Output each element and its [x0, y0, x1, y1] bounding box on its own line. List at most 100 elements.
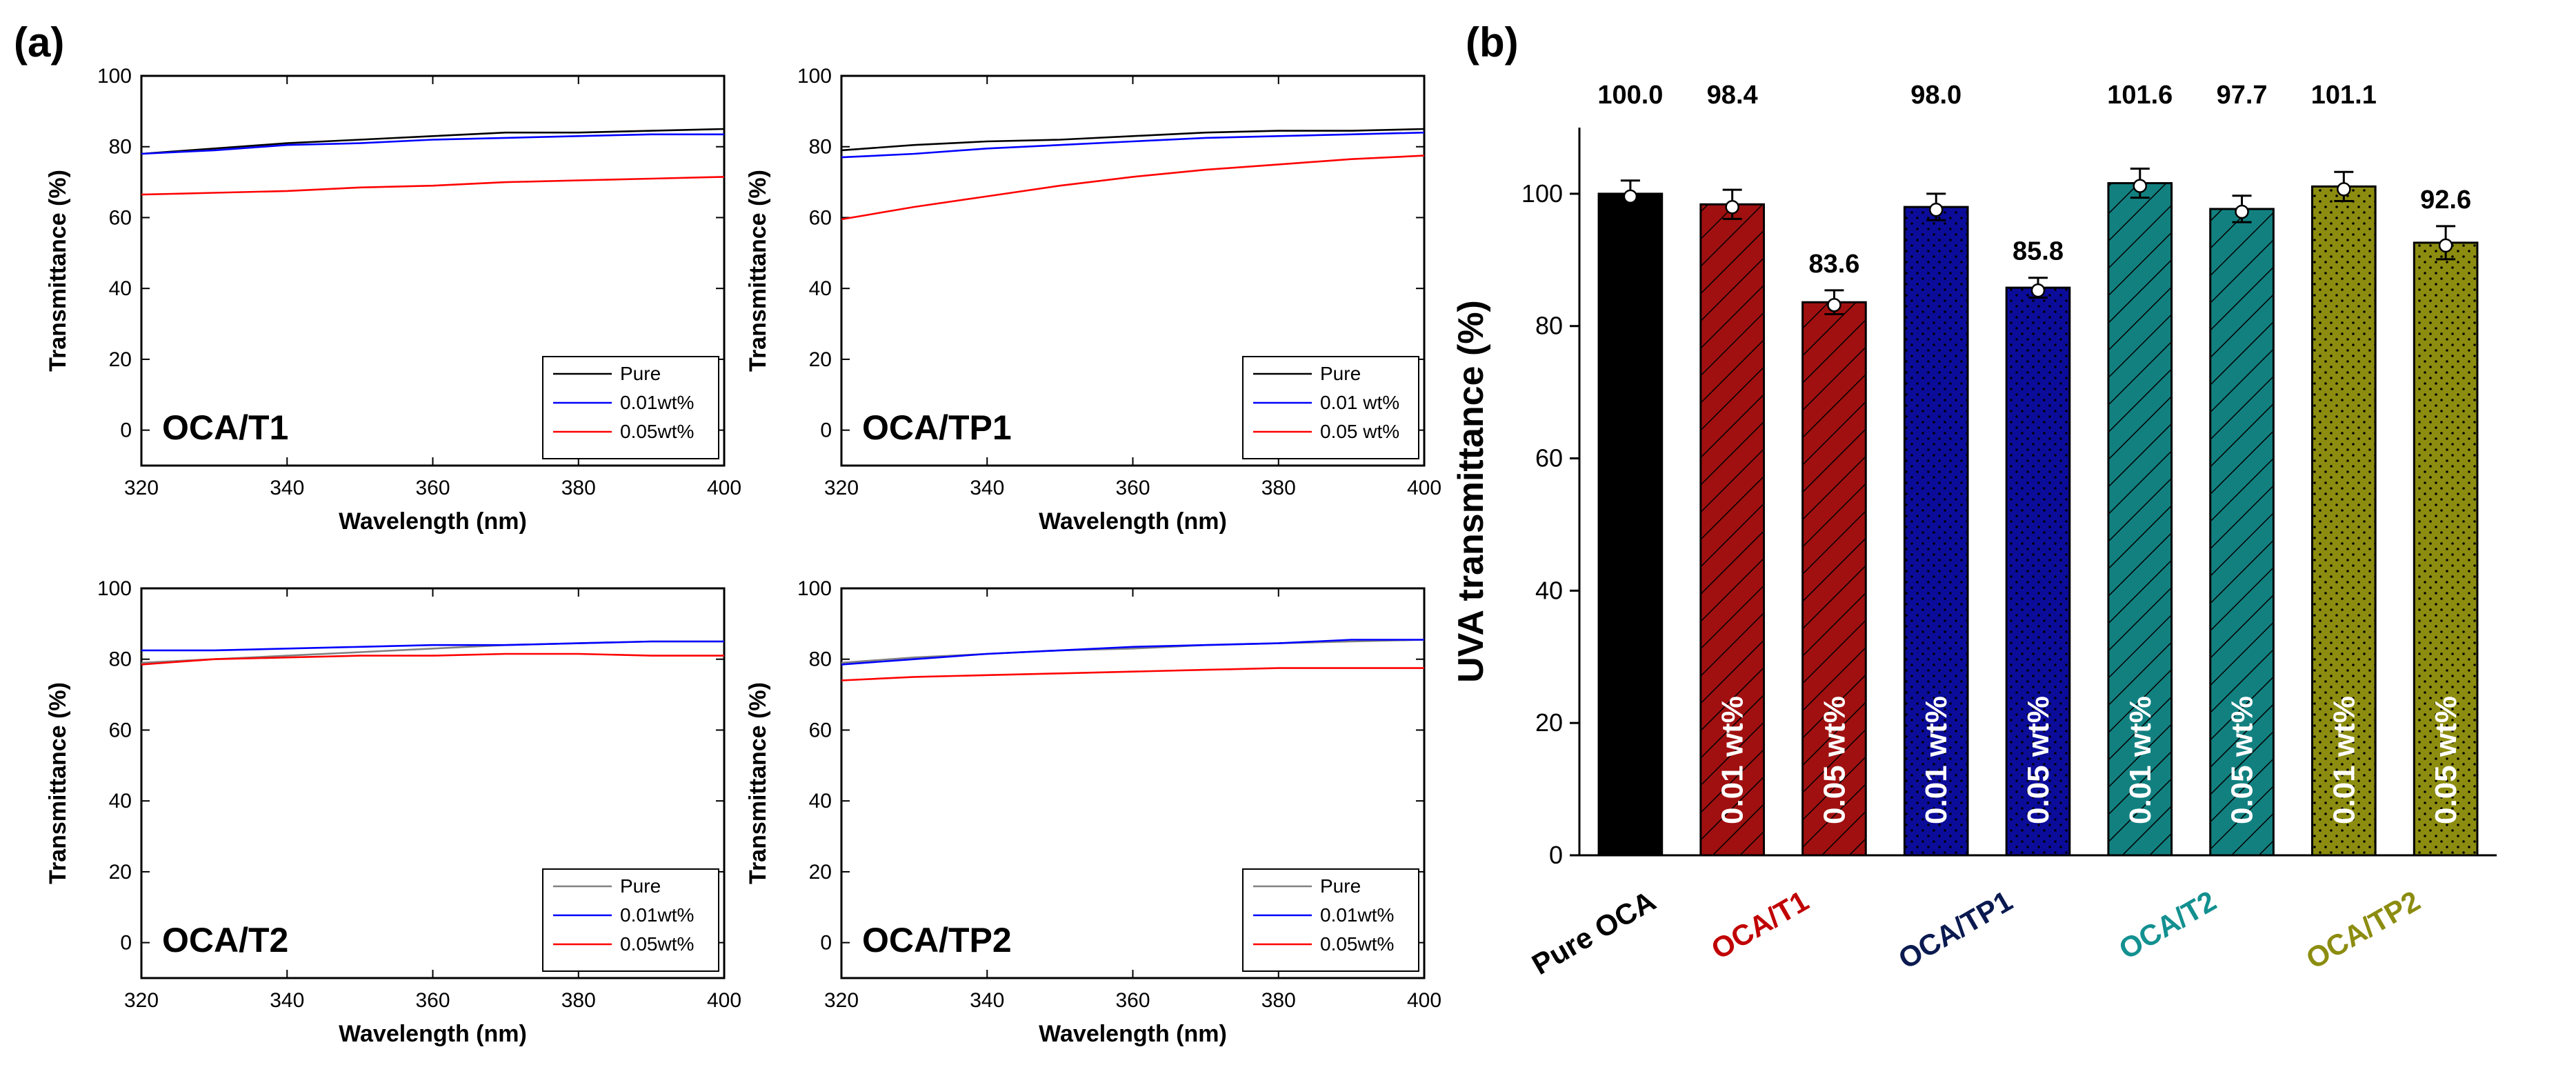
- x-tick-label: 320: [124, 477, 159, 499]
- value-label: 83.6: [1808, 250, 1859, 279]
- y-axis-title: Transmittance (%): [45, 682, 71, 884]
- mean-marker: [1623, 189, 1638, 204]
- y-tick-label: 100: [97, 577, 132, 600]
- legend-entry: Pure: [620, 363, 661, 384]
- legend: Pure 0.01wt% 0.05wt%: [542, 868, 719, 972]
- panel-label-b: (b): [1466, 19, 1519, 66]
- bar-inner-label: 0.05 wt%: [2226, 696, 2259, 824]
- series-line-0-05wt: [141, 176, 725, 196]
- legend-entry: 0.05wt%: [620, 421, 694, 442]
- y-tick-label: 100: [797, 577, 832, 600]
- series-line-0-05wt: [141, 652, 724, 666]
- bar-pattern: [1904, 207, 1968, 855]
- x-axis-title: Wavelength (nm): [1039, 1021, 1227, 1047]
- y-tick-label: 60: [1535, 444, 1563, 472]
- series-line-pure: [841, 639, 1425, 664]
- bar-pattern: [2414, 242, 2477, 855]
- panel-title: OCA/TP1: [862, 408, 1012, 447]
- legend-entry: 0.01 wt%: [1320, 392, 1399, 413]
- series-line-0-01-wt: [841, 131, 1425, 159]
- y-tick-label: 0: [120, 419, 132, 442]
- series-line-0-01wt: [141, 640, 724, 652]
- mean-marker: [2030, 283, 2046, 298]
- series-line-0-01wt: [841, 639, 1424, 666]
- bar-inner-label: 0.01 wt%: [2124, 696, 2157, 824]
- y-axis-title: Transmittance (%): [745, 682, 771, 884]
- panel-title: OCA/T1: [162, 408, 288, 447]
- bar-group: 98.0 0.01 wt%: [1903, 81, 1969, 857]
- bar-pattern: [2312, 186, 2376, 855]
- line-panel-oca-tp2: 0 20 40 60 80 100 320 340 360 380 400 Wavelength (n…: [745, 577, 1441, 1047]
- y-tick-label: 100: [97, 65, 132, 88]
- category-label-pure-oca: Pure OCA: [1526, 884, 1661, 981]
- y-tick-label: 0: [120, 932, 132, 955]
- y-axis-title: Transmittance (%): [745, 170, 771, 372]
- x-axis-title: Wavelength (nm): [339, 508, 527, 535]
- y-tick-label: 40: [809, 277, 832, 300]
- y-tick-label: 20: [809, 348, 832, 371]
- bar-pattern: [2108, 183, 2172, 856]
- legend: Pure 0.01 wt% 0.05 wt%: [1242, 356, 1419, 459]
- legend-entry: 0.05 wt%: [1320, 421, 1399, 442]
- mean-marker: [2438, 238, 2453, 253]
- x-tick-label: 360: [415, 989, 450, 1012]
- y-tick-label: 60: [109, 719, 132, 741]
- line-panel-oca-t1: 0 20 40 60 80 100 320 340 360 380 400 Wavelength (n…: [45, 65, 741, 535]
- value-label: 98.0: [1910, 81, 1961, 110]
- y-tick-label: 0: [820, 932, 832, 955]
- y-tick-label: 60: [809, 206, 832, 229]
- y-tick-label: 20: [809, 861, 832, 884]
- line-panel-oca-tp1: 0 20 40 60 80 100 320 340 360 380 400 Wavelength (n…: [745, 65, 1441, 535]
- value-label: 92.6: [2420, 186, 2471, 215]
- y-tick-label: 40: [109, 790, 132, 813]
- y-tick-label: 40: [109, 277, 132, 300]
- legend: Pure 0.01wt% 0.05wt%: [542, 356, 719, 459]
- y-tick-label: 60: [109, 206, 132, 229]
- y-tick-label: 80: [809, 136, 832, 159]
- category-label-oca-t1: OCA/T1: [1706, 884, 1814, 966]
- bar-inner-label: 0.05 wt%: [2429, 696, 2463, 824]
- mean-marker: [2337, 182, 2351, 197]
- legend-entry: Pure: [620, 875, 661, 897]
- x-tick-label: 380: [1261, 477, 1296, 499]
- y-tick-label: 100: [1521, 179, 1563, 208]
- mean-marker: [1827, 297, 1841, 312]
- x-tick-label: 360: [415, 477, 450, 499]
- bar-group: 85.8 0.05 wt%: [2005, 237, 2071, 857]
- y-tick-label: 40: [809, 790, 832, 813]
- mean-marker: [1725, 200, 1739, 215]
- value-label: 97.7: [2217, 81, 2268, 110]
- panel-title: OCA/T2: [162, 921, 288, 959]
- x-axis-title: Wavelength (nm): [1039, 508, 1227, 535]
- y-tick-label: 40: [1535, 576, 1563, 604]
- y-tick-label: 20: [109, 861, 132, 884]
- x-axis-title: Wavelength (nm): [339, 1021, 527, 1047]
- y-tick-label: 80: [109, 136, 132, 159]
- panel-label-a: (a): [14, 19, 64, 66]
- panel-title: OCA/TP2: [862, 921, 1012, 959]
- mean-marker: [2133, 179, 2148, 193]
- y-tick-label: 60: [809, 719, 832, 741]
- y-tick-label: 0: [1549, 841, 1563, 869]
- legend-entry: 0.01wt%: [620, 392, 694, 413]
- y-tick-label: 0: [820, 419, 832, 442]
- x-tick-label: 380: [561, 989, 596, 1012]
- x-tick-label: 340: [970, 477, 1004, 499]
- bar-pattern: [1802, 302, 1866, 855]
- series-line-pure: [841, 128, 1425, 152]
- y-tick-label: 20: [109, 348, 132, 371]
- value-label: 101.1: [2311, 81, 2377, 110]
- x-tick-label: 400: [707, 989, 741, 1012]
- x-tick-label: 400: [1407, 989, 1441, 1012]
- x-tick-label: 400: [1407, 477, 1441, 499]
- legend-entry: 0.05wt%: [1320, 933, 1394, 955]
- legend-entry: 0.05wt%: [620, 933, 694, 955]
- legend-entry: Pure: [1320, 875, 1361, 897]
- value-label: 101.6: [2107, 81, 2173, 110]
- legend-entry: 0.01wt%: [1320, 904, 1394, 926]
- y-tick-label: 80: [109, 648, 132, 671]
- x-tick-label: 380: [1261, 989, 1296, 1012]
- y-tick-label: 80: [809, 648, 832, 671]
- bar: [1599, 193, 1662, 856]
- series-line-0-05wt: [841, 667, 1424, 681]
